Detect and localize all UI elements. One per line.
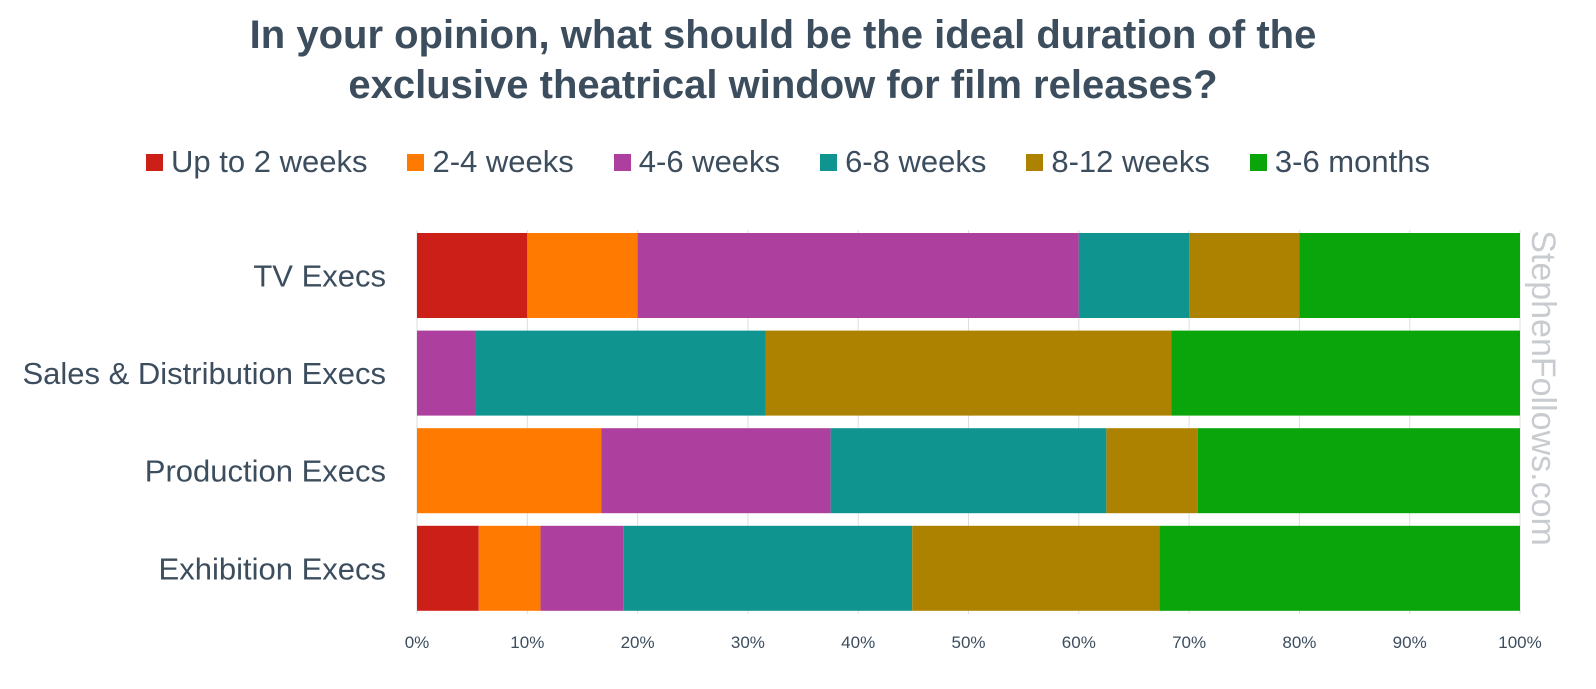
bar-production-execs-3-6-months xyxy=(1197,428,1520,514)
bar-production-execs-6-8-weeks xyxy=(830,428,1107,514)
legend-swatch-2-4-weeks xyxy=(407,153,425,171)
legend-item-2-4-weeks: 2-4 weeks xyxy=(407,142,574,182)
x-tick-label-10: 100% xyxy=(1498,633,1541,652)
legend-swatch-up-to-2-weeks xyxy=(146,153,164,171)
x-tick-label-6: 60% xyxy=(1062,633,1096,652)
bar-exhibition-execs-3-6-months xyxy=(1159,525,1520,611)
x-tick-label-1: 10% xyxy=(510,633,544,652)
bar-tv-execs-2-4-weeks xyxy=(527,233,638,318)
bar-tv-execs-6-8-weeks xyxy=(1078,233,1190,318)
x-tick-label-5: 50% xyxy=(951,633,985,652)
watermark: StephenFollows.com xyxy=(1524,230,1562,546)
legend-swatch-4-6-weeks xyxy=(613,153,631,171)
x-tick-label-9: 90% xyxy=(1393,633,1427,652)
x-tick-label-3: 30% xyxy=(731,633,765,652)
bar-sales-and-distribution-execs-6-8-weeks xyxy=(475,330,766,416)
category-label-exhibition-execs: Exhibition Execs xyxy=(159,551,386,586)
legend-swatch-3-6-months xyxy=(1249,153,1267,171)
x-tick-label-2: 20% xyxy=(621,633,655,652)
bar-tv-execs-3-6-months xyxy=(1299,233,1520,318)
category-labels: TV Execs Sales & Distribution Execs Produc… xyxy=(22,259,386,587)
bars xyxy=(417,233,1520,611)
chart-title-line-1: In your opinion, what should be the idea… xyxy=(249,13,1317,57)
bar-tv-execs-up-to-2-weeks xyxy=(417,233,528,318)
legend-label-up-to-2-weeks: Up to 2 weeks xyxy=(171,144,368,179)
bar-sales-and-distribution-execs-4-6-weeks xyxy=(417,330,476,416)
legend-label-4-6-weeks: 4-6 weeks xyxy=(638,144,781,179)
legend-label-8-12-weeks: 8-12 weeks xyxy=(1051,144,1210,179)
legend-label-2-4-weeks: 2-4 weeks xyxy=(432,144,574,179)
bar-production-execs-4-6-weeks xyxy=(601,428,831,514)
x-tick-label-7: 70% xyxy=(1172,633,1206,652)
category-label-production-execs: Production Execs xyxy=(145,454,386,489)
legend-swatch-6-8-weeks xyxy=(820,153,838,171)
chart-title-line-2: exclusive theatrical window for film rel… xyxy=(348,63,1218,107)
x-tick-label-0: 0% xyxy=(405,633,430,652)
legend-swatch-8-12-weeks xyxy=(1026,153,1044,171)
chart-title: In your opinion, what should be the idea… xyxy=(0,10,1566,110)
bar-tv-execs-8-12-weeks xyxy=(1189,233,1300,318)
category-label-tv-execs: TV Execs xyxy=(253,259,386,294)
x-tick-label-4: 40% xyxy=(841,633,875,652)
legend-item-8-12-weeks: 8-12 weeks xyxy=(1026,142,1210,182)
legend-label-3-6-months: 3-6 months xyxy=(1274,144,1430,179)
category-label-sales-and-distribution-execs: Sales & Distribution Execs xyxy=(22,356,386,391)
bar-exhibition-execs-8-12-weeks xyxy=(912,525,1160,611)
bar-production-execs-8-12-weeks xyxy=(1106,428,1198,514)
bar-exhibition-execs-4-6-weeks xyxy=(540,525,624,611)
bar-exhibition-execs-up-to-2-weeks xyxy=(417,525,479,611)
bar-tv-execs-4-6-weeks xyxy=(637,233,1079,318)
bar-exhibition-execs-2-4-weeks xyxy=(478,525,541,611)
bar-sales-and-distribution-execs-8-12-weeks xyxy=(765,330,1172,416)
legend-item-3-6-months: 3-6 months xyxy=(1249,142,1430,182)
bar-exhibition-execs-6-8-weeks xyxy=(623,525,913,611)
legend-label-6-8-weeks: 6-8 weeks xyxy=(845,144,987,179)
x-tick-labels: 0% 10% 20% 30% 40% 50% 60% 70% 80% 90% 100% xyxy=(405,633,1542,652)
bar-sales-and-distribution-execs-3-6-months xyxy=(1171,330,1520,416)
legend-item-4-6-weeks: 4-6 weeks xyxy=(613,142,781,182)
x-tick-label-8: 80% xyxy=(1282,633,1316,652)
legend-item-up-to-2-weeks: Up to 2 weeks xyxy=(146,142,367,182)
legend: Up to 2 weeks 2-4 weeks 4-6 weeks 6-8 we… xyxy=(0,142,1576,182)
legend-item-6-8-weeks: 6-8 weeks xyxy=(820,142,986,182)
bar-production-execs-2-4-weeks xyxy=(417,428,602,514)
